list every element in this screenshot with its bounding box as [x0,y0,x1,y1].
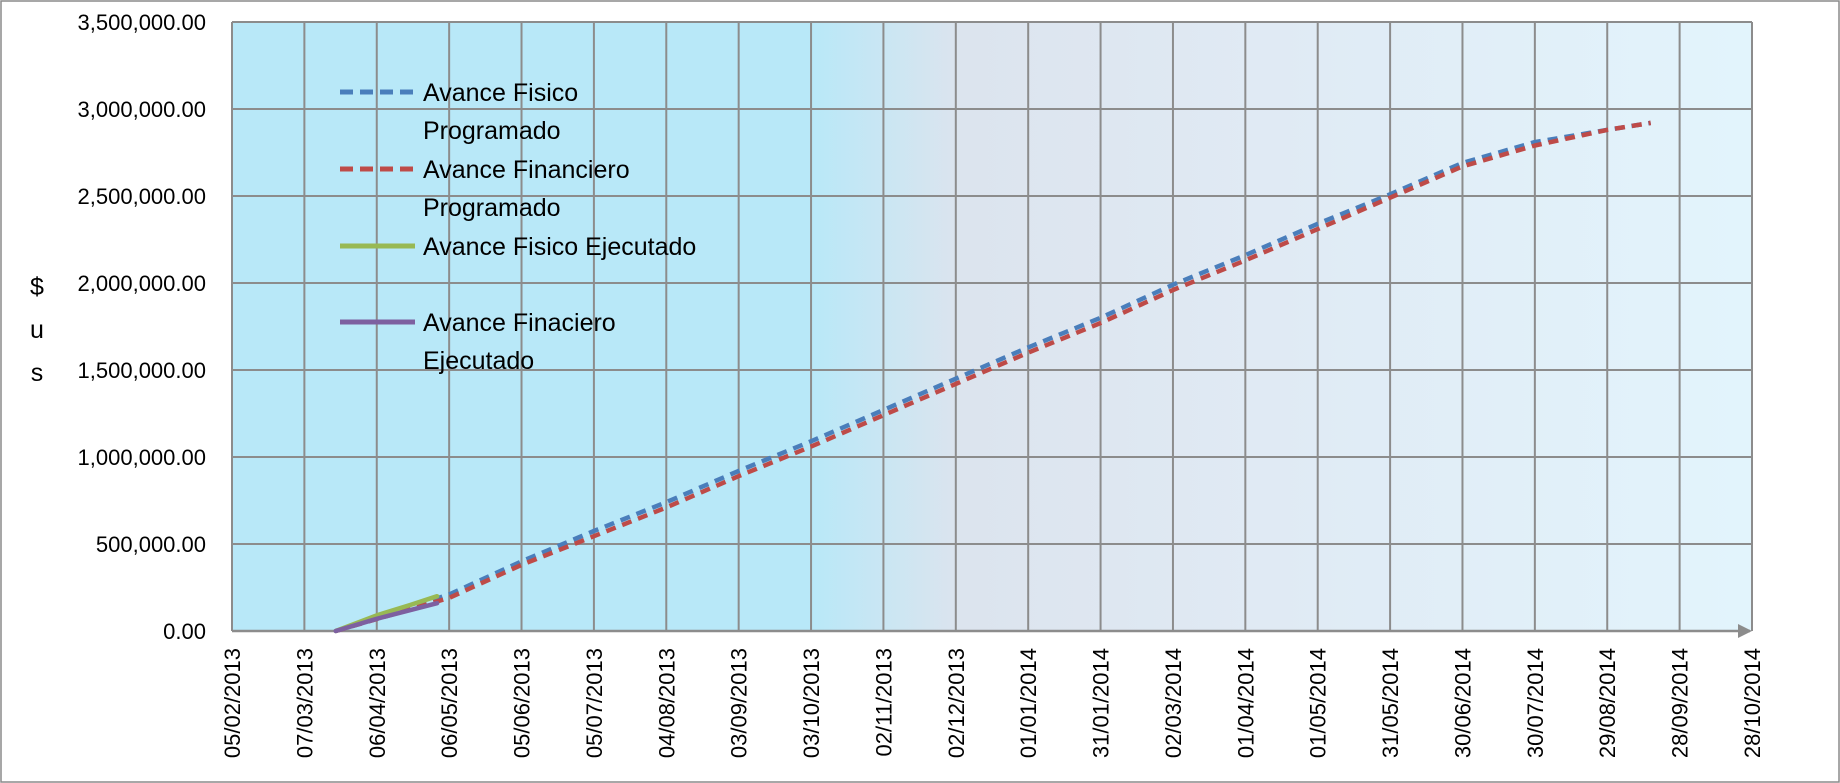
y-axis-label-char: u [30,316,44,344]
x-tick-label: 01/05/2014 [1306,648,1331,758]
x-tick-label: 04/08/2013 [654,648,679,758]
x-tick-label: 29/08/2014 [1595,648,1620,758]
x-tick-label: 07/03/2013 [292,648,317,758]
x-axis-ticks: 05/02/2013 07/03/2013 06/04/2013 06/05/2013… [220,648,1765,758]
series-layer [333,120,1652,634]
y-axis-label-char: s [31,359,44,387]
plot-area [232,22,1752,631]
y-tick-label: 3,500,000.00 [78,10,206,35]
y-tick-label: 500,000.00 [96,532,206,557]
legend-label-1: Avance Fisico Programado [423,79,578,145]
x-tick-label: 31/01/2014 [1089,648,1114,758]
y-tick-label: 0.00 [163,619,206,644]
series-line-2 [335,120,1652,634]
x-tick-label: 03/10/2013 [799,648,824,758]
y-tick-label: 3,000,000.00 [78,97,206,122]
x-tick-label: 06/05/2013 [437,648,462,758]
x-tick-label: 02/03/2014 [1161,648,1186,758]
x-tick-label: 01/04/2014 [1233,648,1258,758]
y-axis-label-char: $ [30,273,44,301]
x-tick-label: 02/12/2013 [944,648,969,758]
legend: Avance Fisico Programado Avance Financiero… [340,79,696,375]
x-tick-label: 28/10/2014 [1740,648,1765,758]
x-tick-label: 05/06/2013 [510,648,535,758]
x-tick-label: 02/11/2013 [871,648,896,756]
y-tick-label: 1,000,000.00 [78,445,206,470]
legend-label-4: Avance Finaciero Ejecutado [423,309,616,375]
x-tick-label: 05/07/2013 [582,648,607,758]
series-line-4 [333,600,440,634]
series-line-1 [335,120,1652,634]
x-tick-label: 30/07/2014 [1523,648,1548,758]
y-tick-label: 2,500,000.00 [78,184,206,209]
x-tick-label: 01/01/2014 [1016,648,1041,758]
x-tick-label: 31/05/2014 [1378,648,1403,758]
y-tick-label: 2,000,000.00 [78,271,206,296]
axes [231,22,1752,638]
x-tick-label: 06/04/2013 [365,648,390,758]
x-tick-label: 03/09/2013 [727,648,752,758]
gridlines [232,21,1753,631]
x-tick-label: 05/02/2013 [220,648,245,758]
y-tick-label: 1,500,000.00 [78,358,206,383]
x-tick-label: 28/09/2014 [1668,648,1693,758]
legend-label-2: Avance Financiero Programado [423,156,630,222]
y-axis-label: $ us [30,273,44,387]
x-tick-label: 30/06/2014 [1450,648,1475,758]
legend-label-3: Avance Fisico Ejecutado [423,233,696,261]
x-axis-arrow [1738,624,1752,638]
y-axis-ticks: 0.00 500,000.00 1,000,000.00 1,500,000.00 2,… [78,10,206,644]
